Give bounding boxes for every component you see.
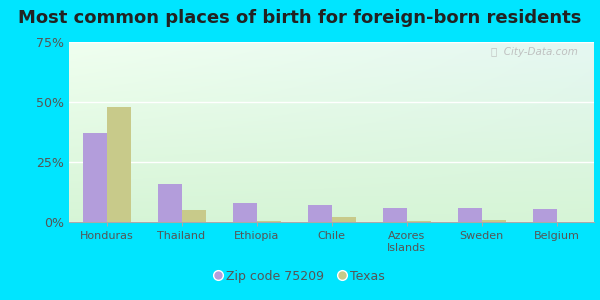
Bar — [383, 208, 407, 222]
Legend: Zip code 75209, Texas: Zip code 75209, Texas — [210, 265, 390, 288]
Bar — [407, 221, 431, 222]
Bar — [533, 209, 557, 222]
Text: ⓘ  City-Data.com: ⓘ City-Data.com — [491, 47, 578, 57]
Bar — [257, 221, 281, 222]
Bar — [157, 184, 182, 222]
Bar — [83, 133, 107, 222]
Text: Most common places of birth for foreign-born residents: Most common places of birth for foreign-… — [19, 9, 581, 27]
Bar — [182, 210, 205, 222]
Bar — [482, 220, 505, 222]
Bar — [458, 208, 482, 222]
Bar — [557, 221, 581, 222]
Bar — [308, 205, 331, 222]
Bar — [107, 107, 131, 222]
Bar — [331, 217, 355, 222]
Bar — [233, 203, 257, 222]
